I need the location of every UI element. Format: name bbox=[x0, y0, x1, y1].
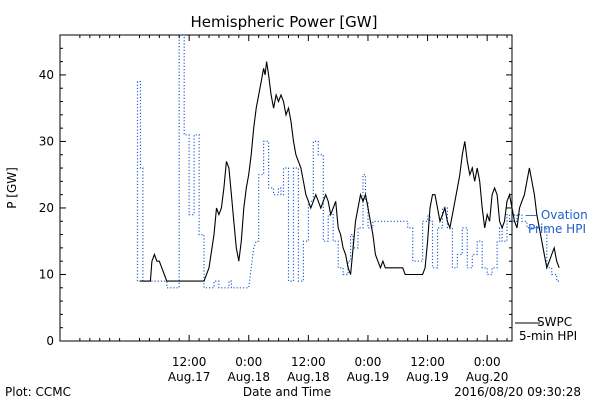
x-axis: 12:00Aug.170:00Aug.1812:00Aug.180:00Aug.… bbox=[79, 35, 509, 384]
y-tick-label: 10 bbox=[39, 267, 54, 281]
footer-right-text: 2016/08/20 09:30:28 bbox=[454, 385, 581, 399]
x-tick-date: Aug.18 bbox=[227, 370, 270, 384]
legend-swpc-line1: SWPC bbox=[537, 315, 572, 329]
footer-left-text: Plot: CCMC bbox=[5, 385, 71, 399]
series-ovation-line bbox=[136, 34, 560, 289]
x-tick-time: 12:00 bbox=[410, 355, 445, 369]
x-tick-date: Aug.19 bbox=[347, 370, 390, 384]
chart-title: Hemispheric Power [GW] bbox=[191, 13, 378, 31]
y-axis: 0 10 20 30 40 bbox=[39, 47, 512, 348]
y-tick-label: 0 bbox=[46, 334, 54, 348]
x-tick-date: Aug.20 bbox=[466, 370, 509, 384]
series-swpc-line bbox=[139, 61, 560, 282]
x-tick-date: Aug.17 bbox=[168, 370, 211, 384]
legend-swpc-line2: 5-min HPI bbox=[519, 329, 577, 343]
x-tick-time: 12:00 bbox=[172, 355, 207, 369]
x-tick-time: 0:00 bbox=[354, 355, 381, 369]
plot-area bbox=[59, 34, 560, 342]
y-tick-label: 20 bbox=[39, 201, 54, 215]
x-tick-time: 0:00 bbox=[235, 355, 262, 369]
x-axis-label: Date and Time bbox=[243, 385, 331, 399]
legend-ovation-line2: Prime HPI bbox=[528, 222, 586, 236]
plot-frame bbox=[59, 34, 513, 342]
x-tick-time: 0:00 bbox=[474, 355, 501, 369]
legend-ovation-line1: — Ovation bbox=[525, 208, 588, 222]
legend: — Ovation Prime HPI SWPC 5-min HPI bbox=[514, 208, 588, 343]
y-axis-label: P [GW] bbox=[5, 167, 19, 209]
y-tick-label: 30 bbox=[39, 134, 54, 148]
x-tick-date: Aug.18 bbox=[287, 370, 330, 384]
x-tick-time: 12:00 bbox=[291, 355, 326, 369]
y-tick-label: 40 bbox=[39, 68, 54, 82]
x-tick-date: Aug.19 bbox=[406, 370, 449, 384]
